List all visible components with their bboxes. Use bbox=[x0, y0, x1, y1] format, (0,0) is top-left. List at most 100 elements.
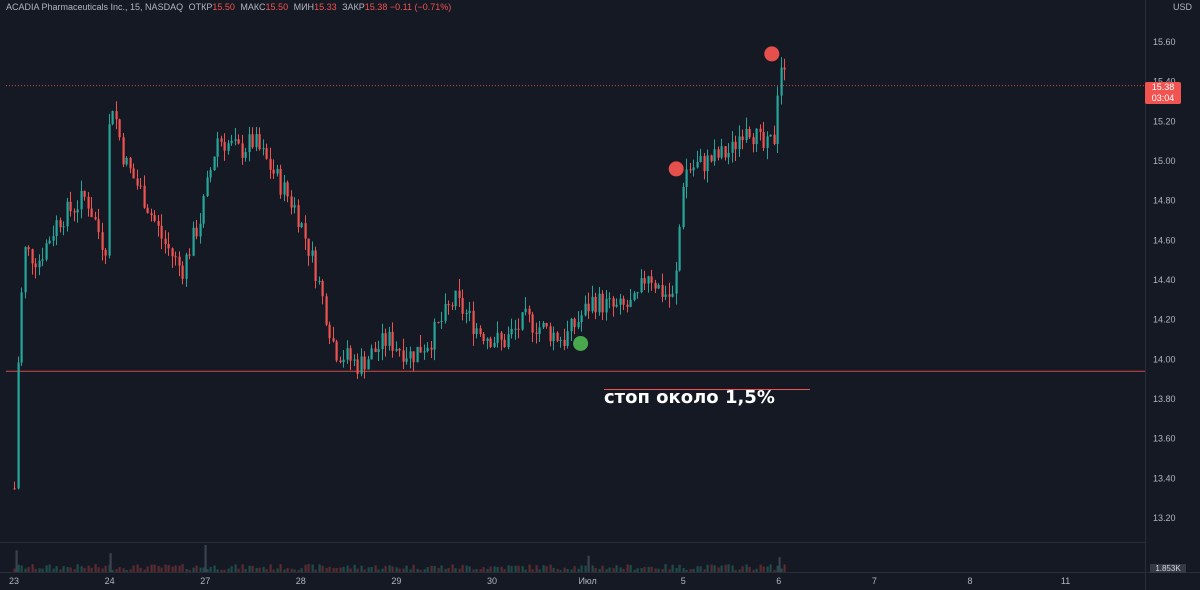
candle-body bbox=[780, 67, 783, 96]
candle-body bbox=[27, 247, 30, 250]
candle-body bbox=[591, 296, 594, 312]
volume-bar bbox=[780, 568, 783, 572]
volume-bar bbox=[647, 567, 650, 572]
x-tick-label: 5 bbox=[681, 576, 686, 586]
volume-bar bbox=[626, 564, 629, 572]
candle-body bbox=[356, 359, 359, 374]
volume-bar bbox=[311, 564, 314, 572]
candle-body bbox=[570, 318, 573, 332]
volume-bar bbox=[13, 568, 16, 572]
candle-body bbox=[647, 276, 650, 284]
candle-body bbox=[318, 280, 321, 282]
candle-body bbox=[262, 148, 265, 150]
volume-bar bbox=[353, 564, 356, 572]
volume-bar bbox=[489, 566, 492, 572]
volume-bar bbox=[150, 564, 153, 572]
candle-body bbox=[409, 351, 412, 359]
low-label: МИН bbox=[293, 2, 315, 12]
volume-bar bbox=[251, 565, 254, 572]
candle-body bbox=[773, 134, 776, 144]
volume-bar bbox=[286, 568, 289, 572]
volume-bar bbox=[468, 566, 471, 572]
y-tick-label: 14.80 bbox=[1153, 196, 1176, 206]
candle-body bbox=[727, 152, 730, 158]
candle-body bbox=[349, 348, 352, 361]
volume-bar bbox=[601, 565, 604, 572]
candle-body bbox=[290, 196, 293, 208]
volume-bar bbox=[496, 566, 499, 572]
volume-bar bbox=[31, 564, 34, 572]
volume-bar bbox=[619, 567, 622, 572]
candle-body bbox=[503, 339, 506, 348]
candle-body bbox=[426, 347, 429, 352]
candle-body bbox=[465, 312, 468, 314]
volume-bar bbox=[69, 567, 72, 572]
candle-body bbox=[132, 168, 135, 179]
candle-body bbox=[202, 196, 205, 224]
y-tick-label: 15.60 bbox=[1153, 37, 1176, 47]
horizontal-levels bbox=[6, 85, 1145, 390]
candle-body bbox=[311, 250, 314, 256]
candle-body bbox=[258, 134, 261, 150]
candle-body bbox=[108, 124, 111, 256]
volume-bar bbox=[122, 568, 125, 572]
x-tick-label: 24 bbox=[105, 576, 115, 586]
volume-bar bbox=[377, 569, 380, 572]
candle-body bbox=[129, 157, 132, 169]
candle-body bbox=[713, 149, 716, 162]
volume-bar bbox=[237, 568, 240, 572]
volume-bar bbox=[220, 569, 223, 572]
volume-bar bbox=[45, 565, 48, 572]
volume-spike-bar bbox=[778, 557, 781, 572]
candle-body bbox=[633, 293, 636, 300]
volume-bar bbox=[349, 568, 352, 572]
volume-bar bbox=[395, 567, 398, 572]
candle-body bbox=[601, 293, 604, 313]
volume-bar bbox=[125, 569, 128, 572]
volume-bar bbox=[409, 569, 412, 572]
last-price-value: 15.38 bbox=[1151, 82, 1175, 92]
candle-body bbox=[125, 157, 128, 165]
candle-body bbox=[223, 141, 226, 151]
candle-body bbox=[269, 158, 272, 170]
trade-marker-sell bbox=[668, 161, 684, 177]
candle-body bbox=[682, 186, 685, 228]
candle-body bbox=[115, 111, 118, 120]
candle-body bbox=[55, 220, 58, 237]
candle-body bbox=[181, 265, 184, 279]
volume-bar bbox=[584, 565, 587, 572]
volume-bar bbox=[759, 564, 762, 572]
volume-bar bbox=[703, 569, 706, 572]
volume-bar bbox=[328, 566, 331, 572]
candle-body bbox=[423, 351, 426, 353]
volume-bar bbox=[398, 568, 401, 572]
volume-bar bbox=[97, 567, 100, 572]
candle-body bbox=[111, 111, 114, 125]
volume-bar bbox=[741, 566, 744, 572]
candle-body bbox=[230, 140, 233, 144]
candle-body bbox=[475, 328, 478, 335]
candle-body bbox=[559, 340, 562, 342]
volume-bar bbox=[514, 565, 517, 572]
volume-bar bbox=[748, 566, 751, 572]
candle-body bbox=[517, 328, 520, 330]
volume-bar bbox=[83, 567, 86, 572]
candle-body bbox=[118, 119, 121, 138]
last-price-tag: 15.38 03:04 bbox=[1145, 82, 1181, 104]
candle-body bbox=[325, 296, 328, 325]
volume-bar bbox=[500, 566, 503, 572]
volume-bar bbox=[370, 567, 373, 572]
volume-bar bbox=[115, 569, 118, 572]
volume-bar bbox=[430, 565, 433, 572]
volume-bar bbox=[447, 567, 450, 572]
candle-body bbox=[104, 249, 107, 256]
volume-bar bbox=[706, 564, 709, 572]
candle-body bbox=[419, 346, 422, 353]
candle-body bbox=[696, 161, 699, 168]
candle-body bbox=[650, 276, 653, 283]
volume-bar bbox=[223, 569, 226, 572]
candle-body bbox=[178, 256, 181, 266]
candle-body bbox=[524, 308, 527, 313]
volume-bar bbox=[17, 564, 20, 572]
